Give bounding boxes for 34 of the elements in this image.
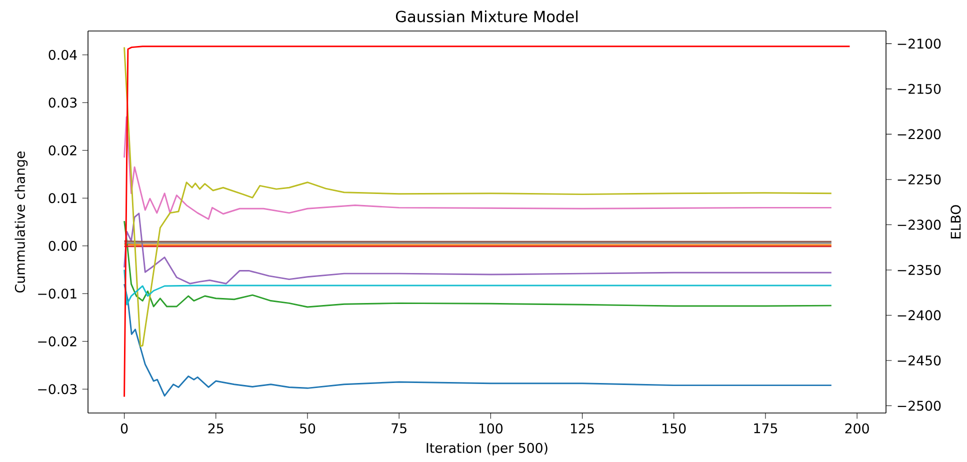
line-series (124, 46, 850, 398)
y2-tick-label: −2450 (898, 355, 941, 366)
x-tick-label: 100 (479, 423, 503, 434)
x-tick-label: 0 (120, 423, 128, 434)
y-axis-title: Cummulative change (14, 151, 28, 292)
y-tick-label: 0.00 (48, 240, 77, 251)
x-tick-label: 75 (392, 423, 406, 434)
y-tick-label: −0.01 (38, 288, 76, 299)
line-series (124, 116, 832, 220)
y2-tick-label: −2350 (898, 264, 941, 276)
x-tick-label: 125 (571, 423, 594, 434)
y2-tick-label: −2400 (898, 310, 941, 320)
y-tick-label: 0.03 (48, 98, 77, 108)
y2-tick-label: −2200 (898, 129, 941, 140)
x-tick-label: 50 (300, 423, 316, 434)
x-tick-label: 175 (754, 423, 778, 434)
y2-tick-label: −2100 (898, 38, 941, 49)
line-series (124, 46, 832, 347)
y2-tick-label: −2300 (898, 220, 941, 230)
y-tick-label: 0.04 (48, 50, 77, 60)
x-tick-label: 25 (208, 423, 224, 434)
y2-tick-label: −2500 (898, 400, 941, 411)
x-tick-label: 200 (845, 423, 869, 434)
y-tick-label: 0.02 (48, 145, 76, 156)
y2-tick-label: −2150 (898, 84, 941, 94)
y2-axis-title: ELBO (950, 205, 961, 238)
chart-title: Gaussian Mixture Model (396, 10, 578, 22)
x-tick-label: 150 (662, 423, 686, 434)
y-tick-label: 0.01 (48, 193, 76, 204)
line-series (124, 220, 832, 308)
y-tick-label: −0.02 (38, 336, 76, 346)
x-axis-title: Iteration (per 500) (426, 442, 548, 456)
y2-tick-label: −2250 (898, 174, 941, 184)
y-tick-label: −0.03 (38, 384, 77, 394)
